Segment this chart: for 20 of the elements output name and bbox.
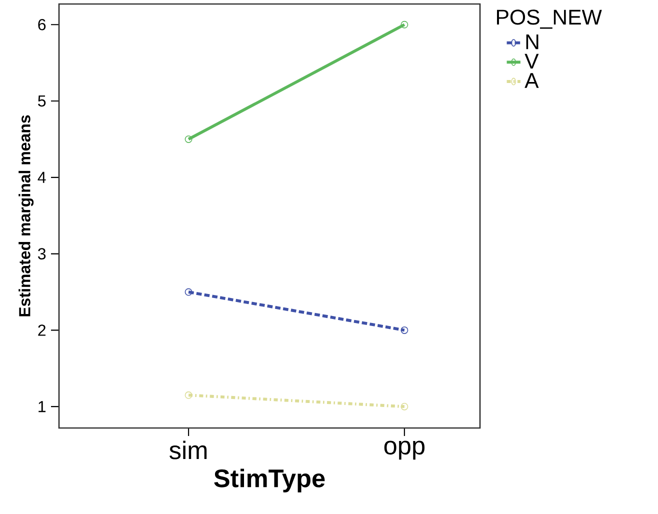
x-tick-label: sim [170, 440, 207, 460]
y-tick-label: 5 [38, 95, 46, 107]
y-tick-label: 3 [38, 248, 46, 260]
point [400, 326, 408, 334]
y-tick-label: 6 [38, 18, 46, 30]
x-axis-title: StimType [214, 468, 325, 492]
y-tick-label: 1 [38, 401, 46, 412]
point [184, 288, 192, 296]
y-tick-label: 2 [38, 324, 46, 336]
legend-label: V [524, 54, 539, 69]
y-axis-title: Estimated marginal means [18, 115, 34, 316]
x-tick-label: opp [384, 440, 424, 460]
point [184, 135, 192, 143]
legend-title: POS_NEW [497, 10, 602, 29]
point [184, 391, 192, 399]
point [400, 20, 408, 28]
point [400, 402, 408, 410]
legend-label: A [524, 73, 539, 88]
legend-label: N [526, 34, 538, 50]
y-tick-label: 4 [38, 172, 46, 183]
